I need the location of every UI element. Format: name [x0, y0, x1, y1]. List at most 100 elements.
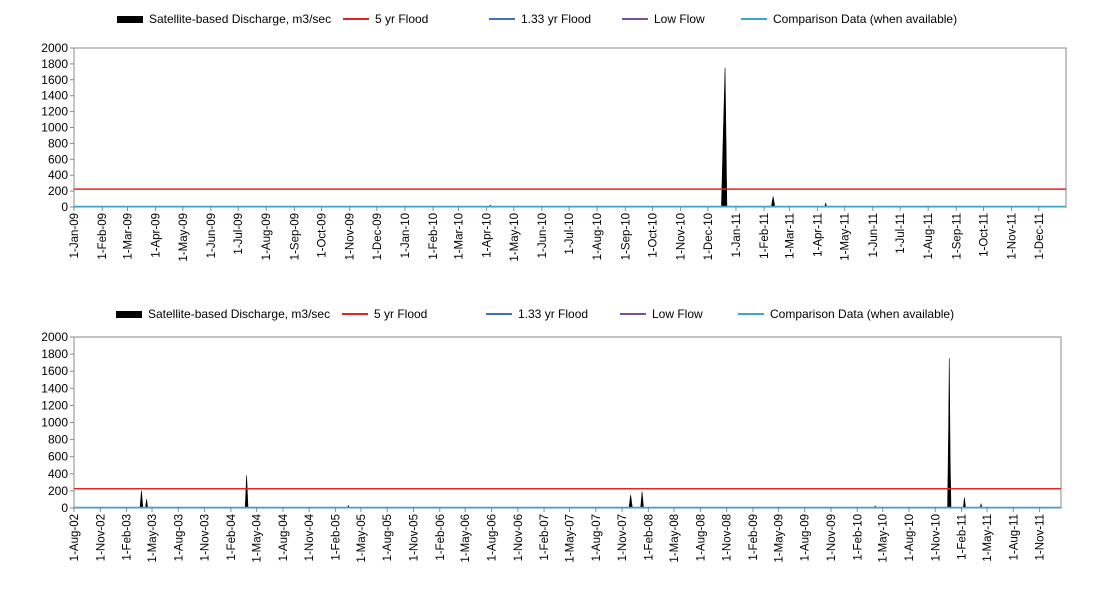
- x-tick-label: 1-Aug-08: [695, 514, 707, 561]
- x-tick-label: 1-May-07: [565, 514, 577, 563]
- y-tick-label: 1600: [41, 364, 68, 378]
- y-tick-label: 1400: [41, 89, 68, 103]
- x-tick-label: 1-Feb-06: [435, 514, 447, 561]
- y-tick-label: 1600: [41, 73, 68, 87]
- legend-item-flood133: 1.33 yr Flood: [486, 307, 588, 321]
- x-tick-label: 1-Feb-11: [957, 514, 969, 560]
- x-tick-label: 1-Nov-09: [826, 514, 838, 561]
- x-tick-label: 1-May-10: [509, 213, 521, 262]
- legend-label-flood5: 5 yr Flood: [374, 307, 428, 321]
- legend-item-flood5: 5 yr Flood: [342, 307, 427, 321]
- y-tick-label: 2000: [41, 330, 68, 344]
- x-tick-label: 1-Jul-09: [233, 213, 245, 255]
- legend-label-comparison: Comparison Data (when available): [773, 12, 958, 26]
- x-tick-label: 1-Oct-11: [978, 213, 990, 257]
- legend-item-lowflow: Low Flow: [622, 12, 705, 26]
- x-tick-label: 1-Aug-10: [904, 514, 916, 561]
- plot-frame: [73, 336, 1062, 509]
- x-tick-label: 1-Feb-07: [539, 514, 551, 561]
- y-tick-label: 400: [48, 168, 68, 182]
- x-tick-label: 1-Nov-11: [1007, 213, 1019, 259]
- legend-label-lowflow: Low Flow: [652, 307, 703, 321]
- y-tick-label: 600: [48, 450, 68, 464]
- legend-swatch-flood133: [486, 313, 512, 315]
- x-tick-label: 1-Jun-09: [206, 213, 218, 258]
- x-tick-label: 1-Feb-09: [748, 514, 760, 561]
- y-tick-label: 0: [61, 200, 68, 214]
- x-tick-label: 1-Nov-11: [1035, 514, 1047, 560]
- x-tick-label: 1-Jul-11: [895, 213, 907, 254]
- x-tick-label: 1-Sep-09: [289, 213, 301, 260]
- y-tick-label: 1400: [41, 381, 68, 395]
- x-tick-label: 1-Sep-10: [620, 213, 632, 260]
- legend-swatch-flood5: [342, 313, 368, 315]
- y-tick-label: 1000: [41, 121, 68, 135]
- x-tick-label: 1-Aug-11: [923, 213, 935, 259]
- y-tick-label: 600: [48, 152, 68, 166]
- legend-item-discharge: Satellite-based Discharge, m3/sec: [117, 12, 331, 26]
- y-tick-label: 1000: [41, 416, 68, 430]
- legend-label-discharge: Satellite-based Discharge, m3/sec: [149, 12, 332, 26]
- legend-swatch-flood5: [343, 18, 369, 20]
- x-tick-label: 1-Jun-10: [537, 213, 549, 258]
- x-tick-label: 1-Apr-10: [482, 213, 494, 258]
- x-tick-label: 1-Feb-04: [226, 513, 238, 560]
- x-tick-label: 1-May-06: [460, 514, 472, 563]
- legend-label-flood133: 1.33 yr Flood: [518, 307, 589, 321]
- x-tick-label: 1-Nov-07: [617, 514, 629, 561]
- legend-item-discharge: Satellite-based Discharge, m3/sec: [116, 307, 330, 321]
- x-tick-label: 1-Jul-10: [564, 213, 576, 255]
- legend-item-comparison: Comparison Data (when available): [741, 12, 957, 26]
- x-tick-label: 1-Oct-09: [317, 213, 329, 258]
- x-tick-label: 1-Oct-10: [648, 213, 660, 258]
- x-tick-label: 1-Aug-10: [592, 213, 604, 260]
- y-tick-label: 0: [61, 501, 68, 515]
- x-tick-label: 1-Feb-11: [759, 213, 771, 259]
- legend-item-comparison: Comparison Data (when available): [738, 307, 954, 321]
- y-tick-label: 800: [48, 136, 68, 150]
- x-tick-label: 1-Mar-11: [784, 213, 796, 259]
- legend-item-lowflow: Low Flow: [620, 307, 703, 321]
- y-tick-label: 200: [48, 184, 68, 198]
- x-tick-label: 1-Nov-03: [200, 514, 212, 561]
- x-tick-label: 1-Apr-09: [151, 213, 163, 258]
- x-tick-label: 1-Aug-05: [382, 514, 394, 561]
- x-tick-label: 1-Aug-09: [261, 213, 273, 260]
- x-tick-label: 1-May-11: [840, 213, 852, 261]
- x-tick-label: 1-Feb-09: [97, 213, 109, 260]
- x-tick-label: 1-May-05: [356, 514, 368, 563]
- x-tick-label: 1-Jan-11: [731, 213, 743, 258]
- legend-label-flood133: 1.33 yr Flood: [521, 12, 592, 26]
- x-tick-label: 1-May-08: [669, 514, 681, 563]
- x-tick-label: 1-Nov-10: [676, 213, 688, 260]
- y-tick-label: 800: [48, 433, 68, 447]
- x-tick-label: 1-Nov-06: [513, 514, 525, 561]
- legend-swatch-lowflow: [622, 18, 648, 20]
- y-tick-label: 1200: [41, 398, 68, 412]
- x-tick-label: 1-Feb-10: [852, 514, 864, 561]
- legend-label-discharge: Satellite-based Discharge, m3/sec: [148, 307, 331, 321]
- legend-swatch-comparison: [738, 313, 764, 315]
- x-tick-label: 1-Feb-10: [428, 213, 440, 260]
- x-tick-label: 1-Nov-02: [95, 514, 107, 561]
- chart2-legend: Satellite-based Discharge, m3/sec 5 yr F…: [0, 304, 1094, 324]
- y-tick-label: 400: [48, 467, 68, 481]
- legend-label-lowflow: Low Flow: [654, 12, 705, 26]
- discharge-area: [73, 358, 1062, 509]
- x-tick-label: 1-Aug-06: [486, 514, 498, 561]
- x-tick-label: 1-Nov-05: [408, 514, 420, 561]
- x-tick-label: 1-Feb-05: [330, 514, 342, 561]
- x-tick-label: 1-Apr-11: [813, 213, 825, 257]
- x-tick-label: 1-May-10: [878, 514, 890, 563]
- x-tick-label: 1-May-04: [252, 513, 264, 562]
- x-tick-label: 1-Jan-09: [69, 213, 81, 258]
- x-tick-label: 1-Jun-11: [868, 213, 880, 258]
- x-tick-label: 1-Aug-11: [1008, 514, 1020, 560]
- y-tick-label: 1800: [41, 347, 68, 361]
- legend-label-comparison: Comparison Data (when available): [770, 307, 955, 321]
- x-tick-label: 1-Aug-03: [173, 514, 185, 561]
- x-tick-label: 1-May-11: [982, 514, 994, 562]
- x-tick-label: 1-May-09: [178, 213, 190, 262]
- x-tick-label: 1-May-03: [147, 514, 159, 563]
